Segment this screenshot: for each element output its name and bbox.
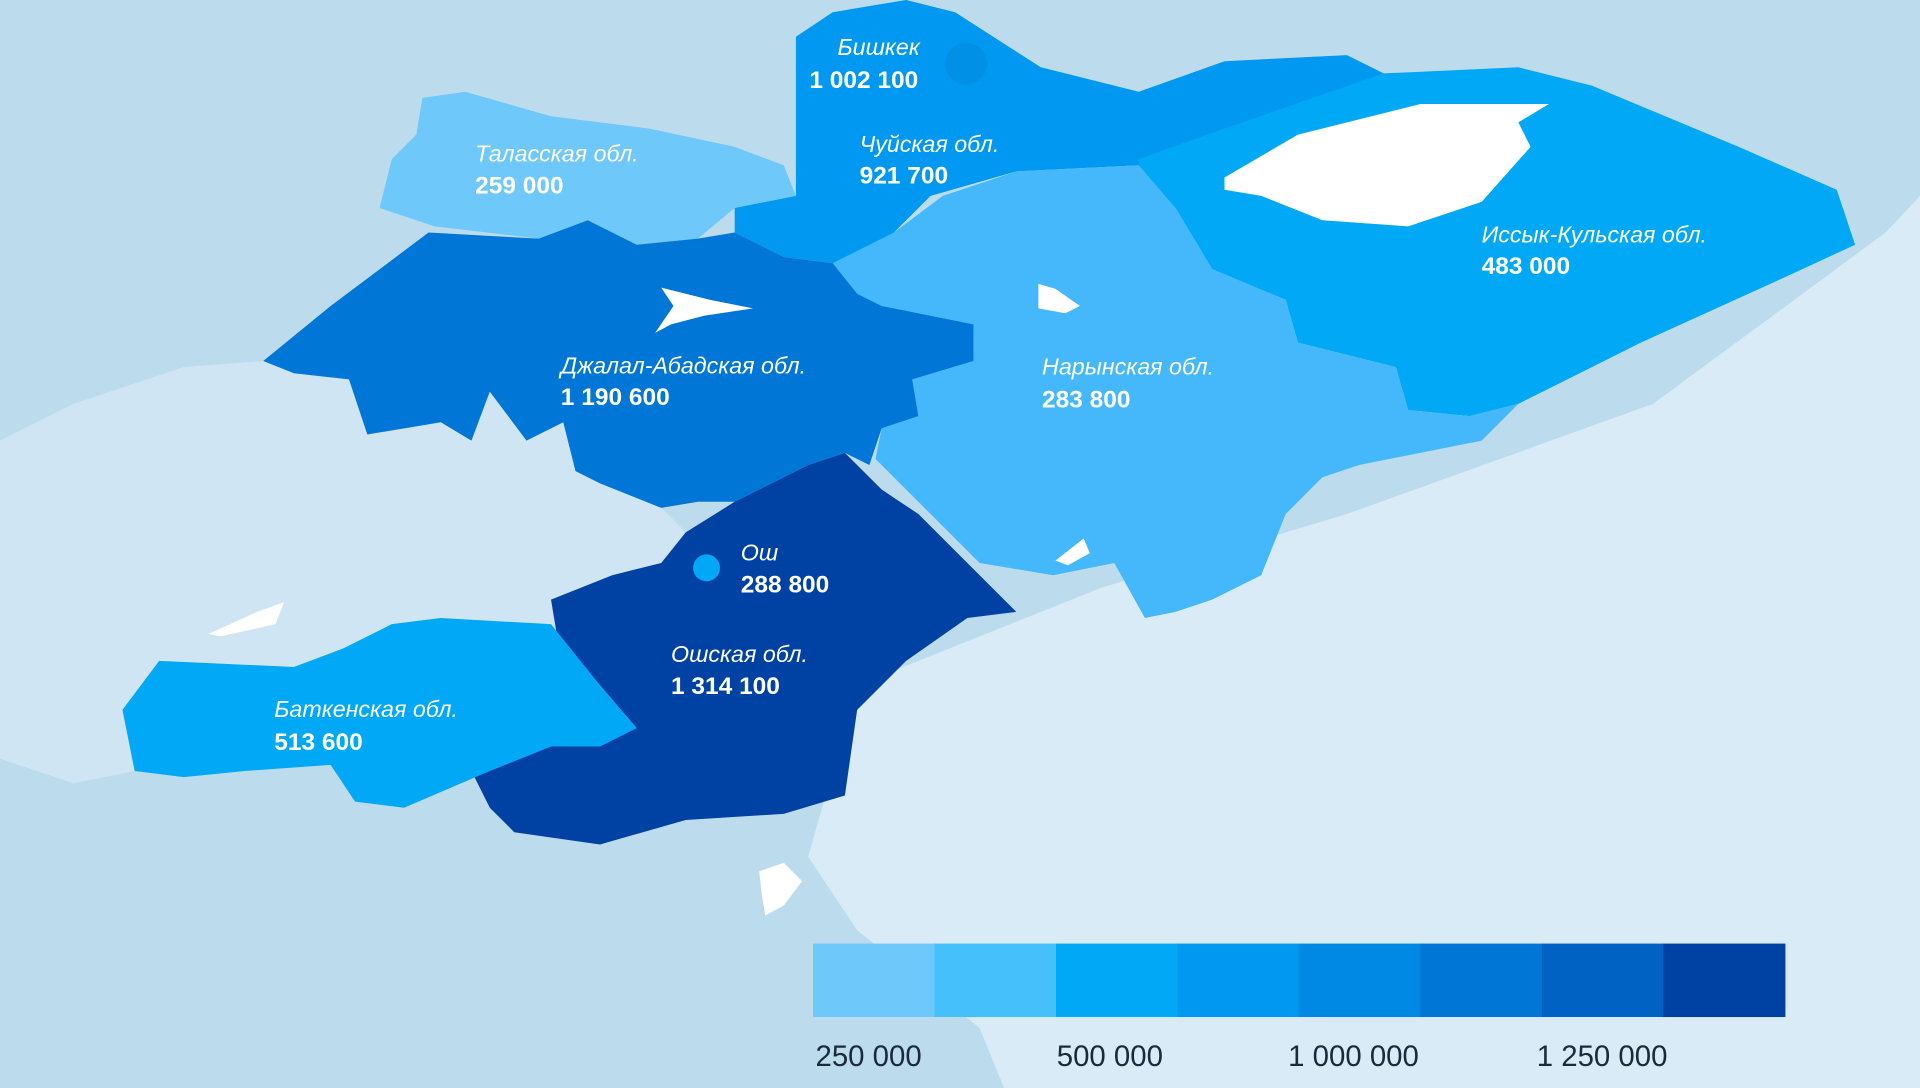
legend-swatch (934, 943, 1057, 1018)
legend-label: 500 000 (1057, 1040, 1163, 1073)
label-chuy-value: 921 700 (860, 163, 948, 190)
legend (813, 943, 1786, 1018)
legend-swatch (1056, 943, 1179, 1018)
legend-swatch (1177, 943, 1300, 1018)
legend-swatch (1663, 943, 1786, 1018)
region-osh[interactable] (471, 452, 1017, 845)
label-jalal-abad-name: Джалал-Абадская обл. (558, 352, 806, 378)
label-naryn-value: 283 800 (1042, 387, 1130, 414)
bishkek-marker[interactable] (945, 42, 987, 85)
legend-label: 1 250 000 (1537, 1040, 1668, 1073)
region-chuy[interactable] (734, 0, 1384, 264)
label-naryn-name: Нарынская обл. (1042, 354, 1214, 380)
label-jalal-abad-value: 1 190 600 (561, 384, 670, 411)
legend-swatch (813, 943, 936, 1018)
region-batken[interactable] (122, 618, 637, 808)
label-osh-region-value: 1 314 100 (671, 673, 780, 700)
label-talas-name: Таласская обл. (475, 141, 639, 167)
legend-swatch (1298, 943, 1422, 1018)
legend-label: 250 000 (816, 1040, 922, 1073)
west-land (0, 361, 686, 784)
label-batken-name: Баткенская обл. (274, 696, 458, 722)
osh-city-marker[interactable] (693, 554, 720, 582)
label-issyk-kul-value: 483 000 (1482, 253, 1570, 280)
lake-chatyr-kul (1055, 538, 1090, 566)
region-talas[interactable] (379, 91, 796, 245)
label-chuy-name: Чуйская обл. (860, 131, 1000, 157)
label-bishkek-name: Бишкек (838, 34, 921, 60)
legend-swatch (1541, 943, 1664, 1018)
legend-label: 1 000 000 (1288, 1040, 1419, 1073)
region-naryn[interactable] (832, 165, 1519, 619)
label-batken-value: 513 600 (274, 729, 362, 756)
label-osh-region-name: Ошская обл. (671, 641, 808, 667)
label-osh-city-value: 288 800 (741, 571, 829, 598)
lake-south (759, 862, 803, 916)
lake-son-kul (1038, 283, 1080, 314)
label-talas-value: 259 000 (475, 172, 563, 199)
lake-west (208, 602, 285, 637)
label-osh-city-name: Ош (741, 540, 778, 566)
region-jalal-abad[interactable] (263, 220, 974, 508)
lake-issyk-kul (1224, 104, 1549, 227)
label-issyk-kul-name: Иссык-Кульская обл. (1482, 221, 1707, 247)
reservoir-toktogul (655, 287, 754, 333)
label-bishkek-value: 1 002 100 (809, 67, 918, 94)
legend-swatch (1420, 943, 1543, 1018)
lower-land (808, 195, 1920, 1088)
